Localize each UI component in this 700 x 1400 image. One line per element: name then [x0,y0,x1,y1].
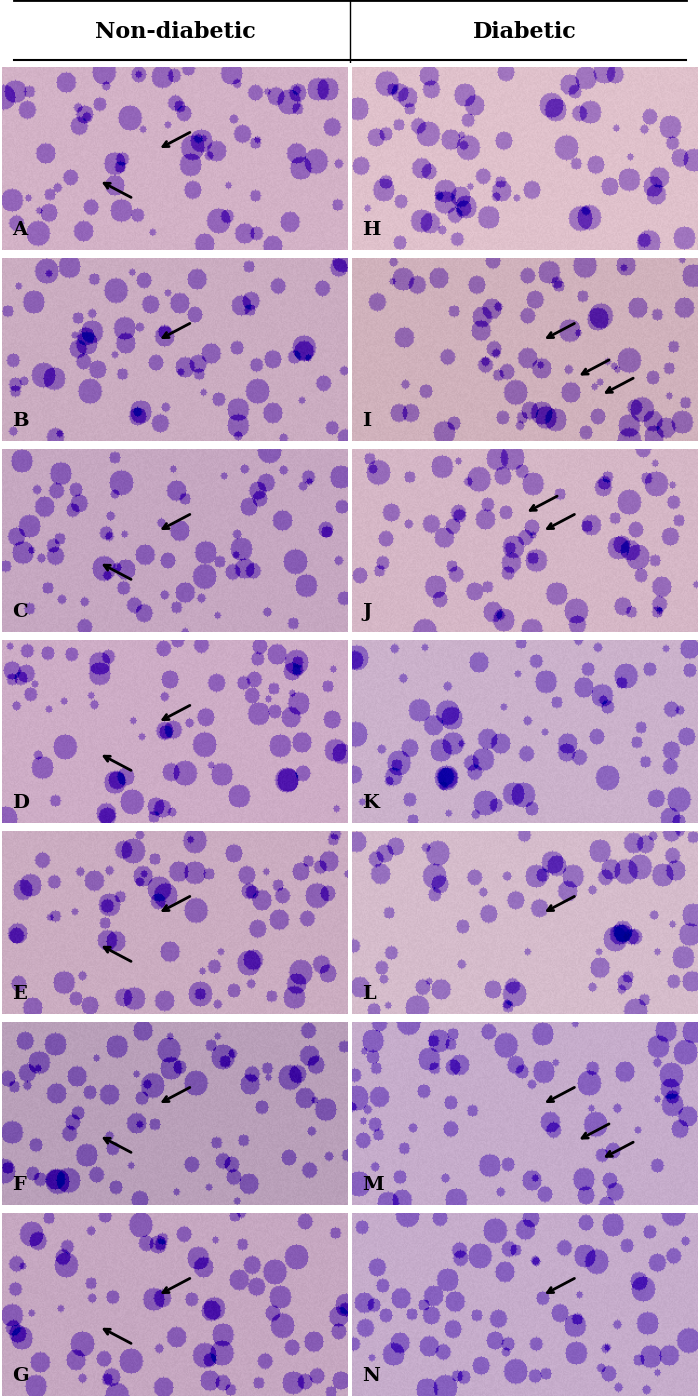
Text: G: G [13,1366,29,1385]
Text: J: J [363,603,372,620]
Text: F: F [13,1176,26,1194]
Text: L: L [363,984,376,1002]
Text: K: K [363,794,379,812]
Text: H: H [363,221,381,239]
Text: D: D [13,794,29,812]
Text: A: A [13,221,27,239]
Text: Non-diabetic: Non-diabetic [94,21,256,42]
Text: C: C [13,603,28,620]
Text: N: N [363,1366,380,1385]
Text: I: I [363,412,372,430]
Text: E: E [13,984,27,1002]
Text: M: M [363,1176,384,1194]
Text: Diabetic: Diabetic [473,21,577,42]
Text: B: B [13,412,29,430]
